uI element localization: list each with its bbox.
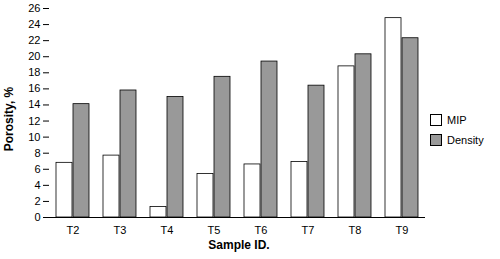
html-text:MIP: MIP: [447, 113, 467, 126]
svg-text:T4: T4: [161, 224, 174, 236]
svg-text:T5: T5: [208, 224, 221, 236]
svg-text:16: 16: [28, 82, 40, 94]
svg-text:26: 26: [28, 2, 40, 14]
svg-text:24: 24: [28, 18, 40, 30]
svg-text:18: 18: [28, 66, 40, 78]
svg-text:20: 20: [28, 50, 40, 62]
svg-text:10: 10: [28, 131, 40, 143]
html-text:Density: Density: [447, 133, 484, 146]
svg-text:0: 0: [34, 211, 40, 223]
svg-text:T7: T7: [302, 224, 315, 236]
svg-text:T3: T3: [114, 224, 127, 236]
svg-text:14: 14: [28, 98, 40, 110]
svg-text:T8: T8: [349, 224, 362, 236]
svg-text:8: 8: [34, 147, 40, 159]
svg-text:12: 12: [28, 115, 40, 127]
svg-text:T2: T2: [67, 224, 80, 236]
svg-text:4: 4: [34, 179, 40, 191]
svg-text:T6: T6: [255, 224, 268, 236]
html-text:Porosity, %: Porosity, %: [2, 86, 16, 151]
svg-text:2: 2: [34, 195, 40, 207]
svg-text:6: 6: [34, 163, 40, 175]
html-text:Sample ID.: Sample ID.: [208, 238, 270, 252]
svg-text:T9: T9: [396, 224, 409, 236]
svg-text:22: 22: [28, 34, 40, 46]
